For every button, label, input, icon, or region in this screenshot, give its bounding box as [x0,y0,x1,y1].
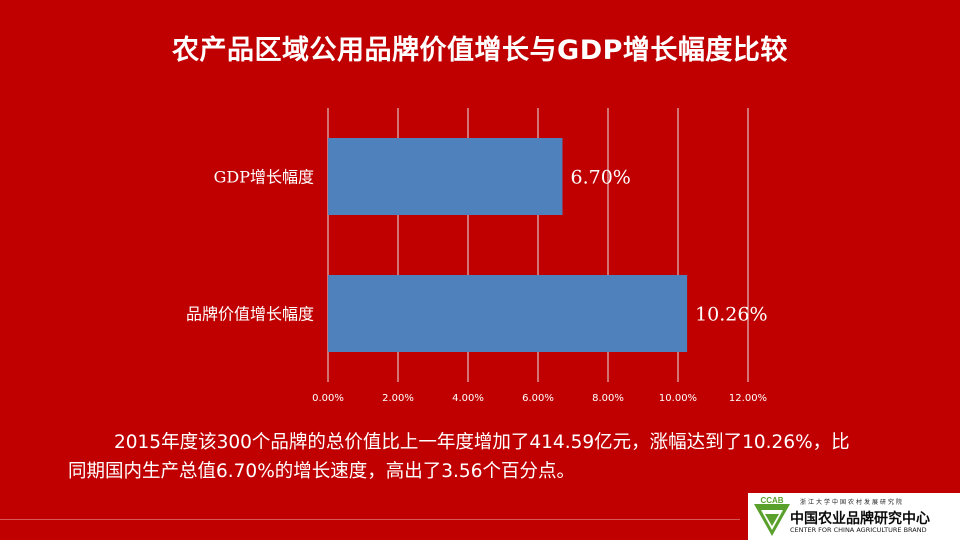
summary-text: 2015年度该300个品牌的总价值比上一年度增加了414.59亿元，涨幅达到了1… [68,432,850,482]
category-label: 品牌价值增长幅度 [186,305,314,324]
data-label: 6.70% [571,167,631,189]
bar [328,138,563,215]
logo-mark-icon: CCAB [754,496,790,536]
slide-title: 农产品区域公用品牌价值增长与GDP增长幅度比较 [172,35,788,66]
x-tick-label: 8.00% [592,393,624,404]
logo-en-text: CENTER FOR CHINA AGRICULTURE BRAND [790,526,927,534]
bar [328,275,688,352]
logo-cn-text: 中国农业品牌研究中心 [790,511,930,527]
bar-chart: 0.00% 2.00% 4.00% 6.00% 8.00% 10.00% 12.00% GDP… [186,108,768,404]
x-tick-label: 0.00% [312,393,344,404]
data-label: 10.26% [695,304,767,326]
x-tick-label: 12.00% [729,393,767,404]
x-tick-label: 4.00% [452,393,484,404]
x-tick-label: 2.00% [382,393,414,404]
logo-mark-text: CCAB [760,496,783,505]
logo-top-text: 浙江大学中国农村发展研究院 [800,499,905,506]
logo: CCAB 浙江大学中国农村发展研究院 中国农业品牌研究中心 CENTER FOR… [748,493,960,540]
x-tick-label: 10.00% [659,393,697,404]
x-tick-label: 6.00% [522,393,554,404]
footer-divider [0,519,740,520]
category-label: GDP增长幅度 [214,168,314,187]
